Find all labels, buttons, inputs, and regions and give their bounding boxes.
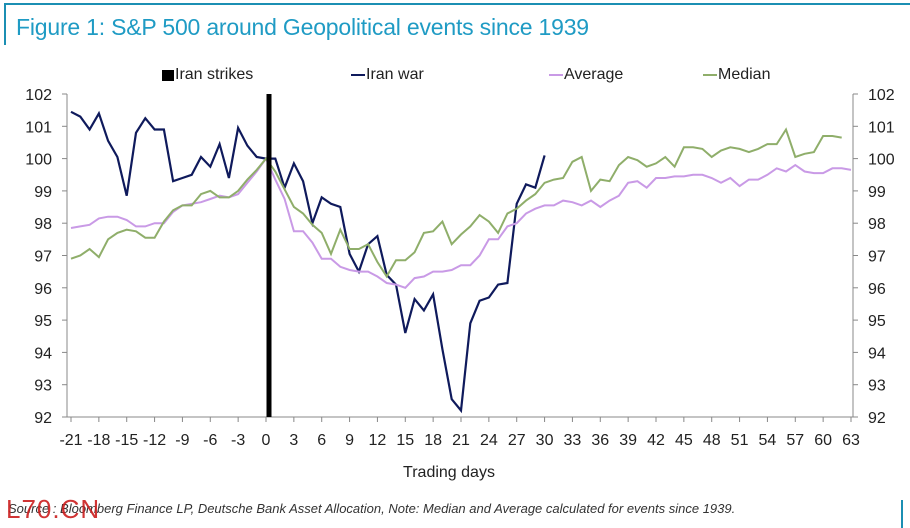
y-tick-label-left: 99 — [34, 184, 52, 201]
x-tick-label: 36 — [591, 432, 609, 449]
x-tick-label: -9 — [175, 432, 189, 449]
legend-label-average: Average — [564, 66, 624, 83]
legend-item-average: Average — [549, 66, 623, 84]
y-tick-label-right: 97 — [868, 249, 886, 266]
y-tick-label-right: 99 — [868, 184, 886, 201]
x-tick-label: -12 — [143, 432, 166, 449]
frame-left-border — [4, 3, 6, 45]
x-tick-label: 45 — [675, 432, 693, 449]
y-tick-label-left: 94 — [34, 345, 52, 362]
legend-swatch-iran-war — [351, 74, 365, 76]
x-tick-label: -3 — [231, 432, 245, 449]
y-tick-label-right: 95 — [868, 313, 886, 330]
x-axis-title: Trading days — [403, 464, 495, 481]
legend-swatch-median — [703, 74, 717, 76]
x-tick-label: 27 — [508, 432, 526, 449]
x-tick-label: 18 — [424, 432, 442, 449]
y-tick-label-left: 100 — [25, 152, 52, 169]
source-note: Source : Bloomberg Finance LP, Deutsche … — [8, 501, 736, 516]
frame-top-border — [4, 3, 910, 5]
legend-item-iran-war: Iran war — [351, 66, 424, 84]
legend-item-iran-strikes: Iran strikes — [162, 66, 253, 84]
y-tick-label-right: 100 — [868, 152, 895, 169]
x-tick-label: 6 — [317, 432, 326, 449]
x-tick-label: 21 — [452, 432, 470, 449]
legend-label-median: Median — [718, 66, 771, 83]
y-tick-label-left: 96 — [34, 281, 52, 298]
x-tick-label: 15 — [396, 432, 414, 449]
x-tick-label: 12 — [369, 432, 387, 449]
legend-swatch-average — [549, 74, 563, 76]
x-tick-label: 63 — [842, 432, 860, 449]
series-line-iran-war — [70, 110, 546, 414]
y-tick-label-left: 95 — [34, 313, 52, 330]
y-tick-label-right: 96 — [868, 281, 886, 298]
y-tick-label-left: 93 — [34, 378, 52, 395]
y-tick-label-left: 98 — [34, 216, 52, 233]
y-tick-label-right: 101 — [868, 119, 895, 136]
y-tick-label-right: 98 — [868, 216, 886, 233]
y-tick-label-left: 102 — [25, 87, 52, 104]
legend-label-iran-strikes: Iran strikes — [175, 66, 254, 83]
figure-title: Figure 1: S&P 500 around Geopolitical ev… — [16, 14, 589, 40]
x-tick-label: 54 — [759, 432, 777, 449]
x-tick-label: 57 — [786, 432, 804, 449]
corner-accent-bar — [901, 500, 903, 528]
x-tick-label: 0 — [262, 432, 271, 449]
x-tick-label: 42 — [647, 432, 665, 449]
x-tick-label: 60 — [814, 432, 832, 449]
x-tick-label: 3 — [289, 432, 298, 449]
x-tick-label: -6 — [203, 432, 217, 449]
x-tick-label: 33 — [564, 432, 582, 449]
x-tick-label: -15 — [115, 432, 138, 449]
y-tick-label-right: 93 — [868, 378, 886, 395]
x-tick-label: 51 — [731, 432, 749, 449]
y-tick-label-left: 101 — [25, 119, 52, 136]
y-tick-label-left: 92 — [34, 410, 52, 427]
chart-series — [70, 110, 852, 414]
y-tick-label-right: 92 — [868, 410, 886, 427]
series-line-average — [70, 156, 852, 289]
x-tick-label: 30 — [536, 432, 554, 449]
chart-legend: Iran strikes Iran war Average Median — [0, 66, 910, 88]
x-tick-label: 24 — [480, 432, 498, 449]
y-tick-label-left: 97 — [34, 249, 52, 266]
x-tick-label: 39 — [619, 432, 637, 449]
y-tick-label-right: 102 — [868, 87, 895, 104]
x-tick-label: 48 — [703, 432, 721, 449]
legend-item-median: Median — [703, 66, 770, 84]
y-tick-label-right: 94 — [868, 345, 886, 362]
legend-label-iran-war: Iran war — [366, 66, 424, 83]
x-tick-label: -18 — [87, 432, 110, 449]
x-tick-label: -21 — [59, 432, 82, 449]
series-line-median — [70, 127, 842, 279]
watermark: L70.CN — [6, 494, 101, 524]
x-tick-label: 9 — [345, 432, 354, 449]
legend-swatch-iran-strikes — [162, 69, 174, 81]
